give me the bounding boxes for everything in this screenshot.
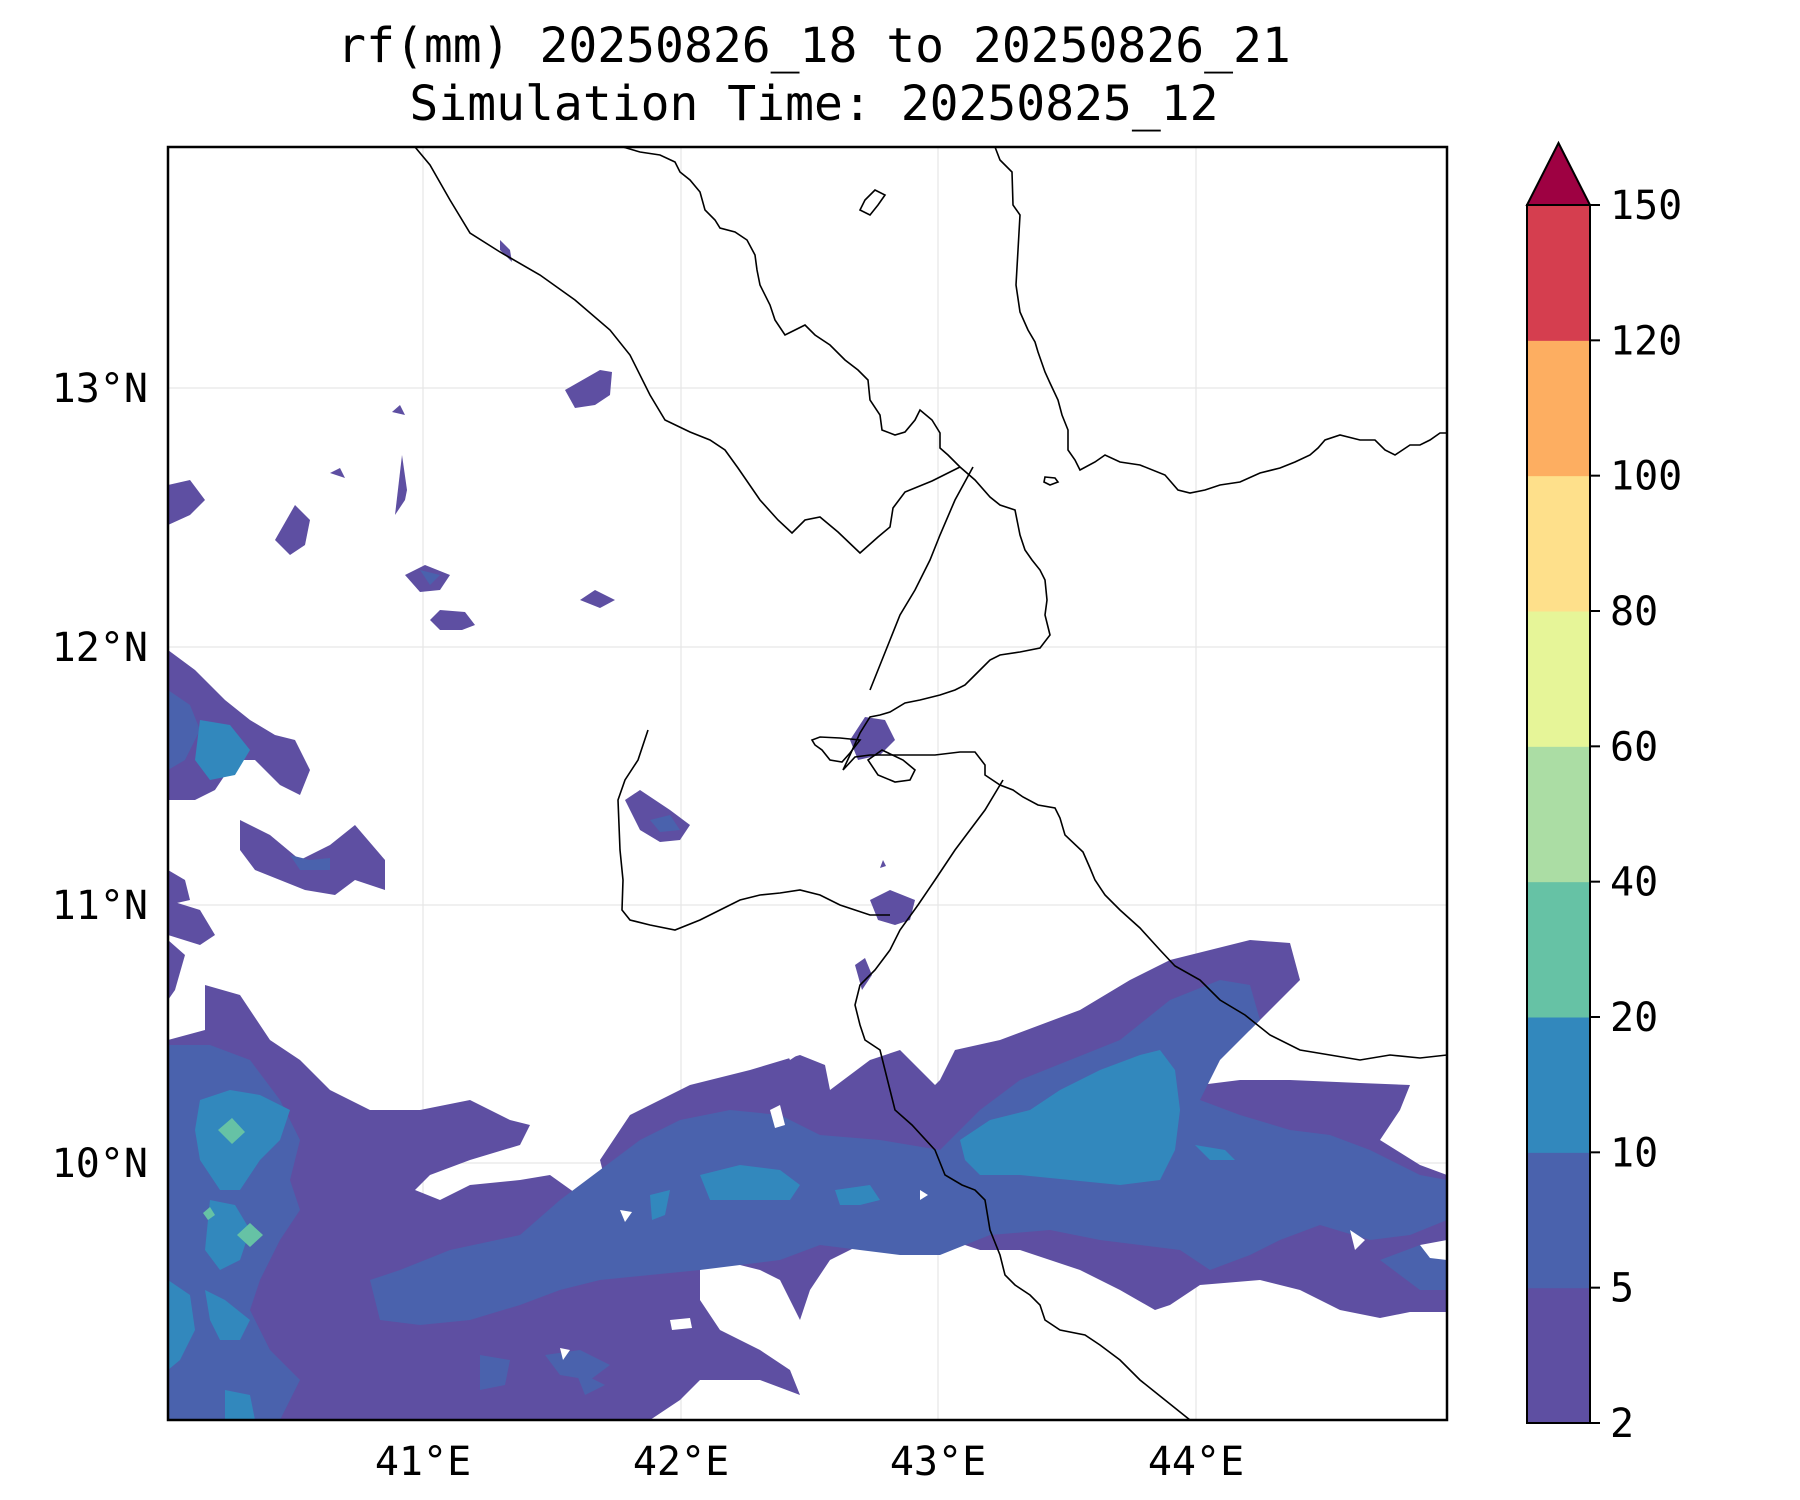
colorbar-bin (1527, 1017, 1590, 1153)
colorbar-tick-label: 40 (1610, 860, 1658, 906)
colorbar-tick-label: 5 (1610, 1266, 1634, 1312)
x-tick-label: 44°E (1148, 1439, 1244, 1485)
colorbar-tick-label: 10 (1610, 1130, 1658, 1176)
x-axis-ticks: 41°E 42°E 43°E 44°E (375, 1439, 1244, 1485)
title-line-2: Simulation Time: 20250825_12 (409, 76, 1219, 132)
rain-free-gaps (560, 1035, 1447, 1360)
x-tick-label: 43°E (890, 1439, 986, 1485)
colorbar-bin (1527, 746, 1590, 883)
x-tick-label: 41°E (375, 1439, 471, 1485)
colorbar-tick-label: 120 (1610, 318, 1682, 364)
colorbar: 2 5 10 20 40 60 80 100 120 150 (1525, 140, 1682, 1447)
rainfall-10-20mm (168, 720, 1235, 1420)
y-axis-ticks: 13°N 12°N 11°N 10°N (52, 366, 148, 1187)
colorbar-bin (1527, 205, 1590, 341)
map-frame (166, 145, 1449, 1422)
colorbar-tick-label: 100 (1610, 454, 1682, 500)
y-tick-label: 10°N (52, 1141, 148, 1187)
coastlines-borders (414, 147, 1447, 1420)
map-area (168, 147, 1447, 1420)
title-line-1: rf(mm) 20250826_18 to 20250826_21 (337, 18, 1291, 74)
colorbar-tick-label: 150 (1610, 183, 1682, 229)
colorbar-bin (1527, 475, 1590, 612)
colorbar-extend-arrow (1525, 140, 1592, 206)
colorbar-tick-label: 2 (1610, 1401, 1634, 1447)
colorbar-outline (1526, 204, 1591, 1424)
rainfall-20-40mm (203, 1118, 263, 1247)
colorbar-bin (1527, 611, 1590, 747)
colorbar-tick-label: 20 (1610, 995, 1658, 1041)
y-tick-label: 12°N (52, 625, 148, 671)
colorbar-bin (1527, 340, 1590, 477)
colorbar-tick-label: 60 (1610, 724, 1658, 770)
x-tick-label: 42°E (633, 1439, 729, 1485)
y-tick-label: 11°N (52, 883, 148, 929)
colorbar-bin (1527, 1287, 1590, 1424)
colorbar-tick-label: 80 (1610, 589, 1658, 635)
colorbar-bin (1527, 1152, 1590, 1289)
y-tick-label: 13°N (52, 366, 148, 412)
colorbar-bin (1527, 881, 1590, 1018)
